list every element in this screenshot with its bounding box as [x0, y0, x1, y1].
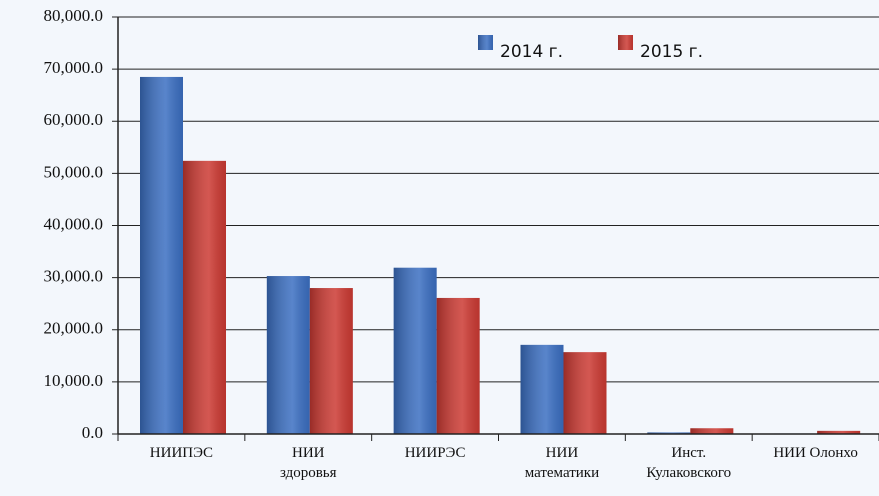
bar-shade — [690, 428, 734, 434]
bar-shade — [817, 430, 861, 434]
legend-label: 2015 г. — [640, 42, 703, 62]
y-tick-label: 50,000.0 — [44, 162, 104, 181]
y-tick-label: 70,000.0 — [44, 58, 104, 77]
legend-swatch-shade — [618, 35, 633, 50]
bar-shade — [563, 352, 607, 434]
y-tick-label: 30,000.0 — [44, 267, 104, 286]
bar-shade — [520, 344, 564, 434]
bar-shade — [266, 276, 310, 434]
x-tick-label: НИИПЭС — [149, 445, 214, 461]
x-tick-label: НИИ здоровья — [279, 445, 337, 481]
y-tick-label: 80,000.0 — [44, 6, 104, 25]
x-tick-label: НИИРЭС — [404, 445, 466, 461]
legend-label: 2014 г. — [500, 42, 563, 62]
bar-shade — [436, 297, 480, 434]
bar-shade — [140, 76, 183, 434]
bar-shade — [183, 160, 226, 435]
legend-swatch-shade — [478, 35, 493, 50]
x-tick-label: Инст. Кулаковского — [646, 445, 732, 481]
y-tick-label: 0.0 — [82, 423, 103, 442]
bar-shade — [647, 432, 691, 434]
y-tick-label: 40,000.0 — [44, 214, 104, 233]
x-tick-label: НИИ Олонхо — [773, 445, 858, 461]
y-tick-label: 20,000.0 — [44, 319, 104, 338]
bar-shade — [309, 288, 353, 434]
y-tick-label: 60,000.0 — [44, 110, 104, 129]
x-tick-label: НИИ математики — [524, 445, 600, 481]
y-tick-label: 10,000.0 — [44, 371, 104, 390]
bar-shade — [393, 267, 437, 434]
